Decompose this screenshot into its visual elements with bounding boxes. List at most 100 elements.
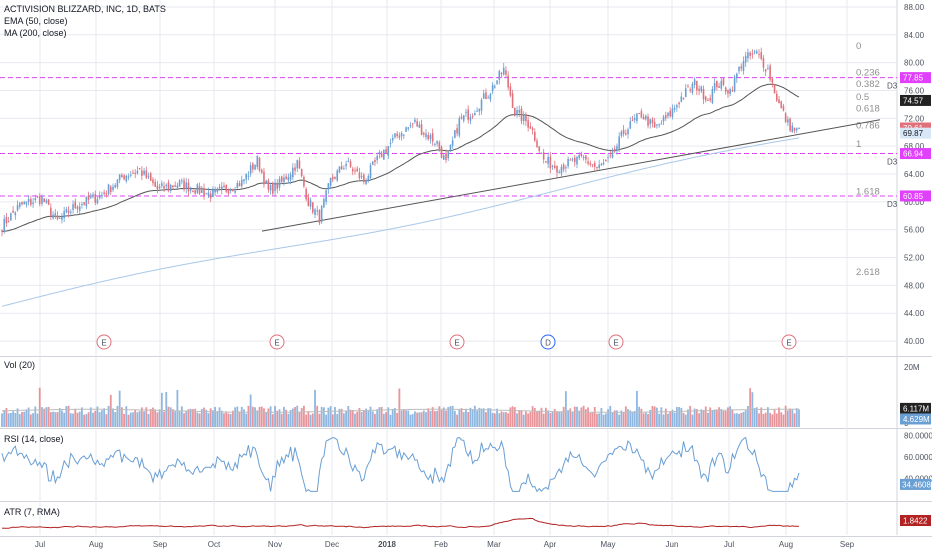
candle-body-339	[753, 51, 756, 53]
volume-bar-341	[758, 413, 760, 427]
candle-body-324	[720, 80, 723, 89]
volume-bar-348	[773, 409, 776, 427]
candle-body-283	[629, 121, 632, 129]
volume-bar-151	[336, 414, 339, 427]
candle-body-170	[378, 151, 381, 155]
volume-tick-0: 20M	[904, 363, 920, 372]
volume-bar-238	[529, 411, 532, 427]
volume-bar-354	[786, 410, 789, 427]
volume-bar-302	[671, 409, 674, 427]
time-tick-0: Jul	[35, 540, 45, 549]
candle-body-89	[198, 186, 201, 194]
candle-body-242	[538, 146, 541, 152]
volume-bar-315	[700, 409, 703, 427]
volume-bar-128	[285, 409, 288, 427]
volume-bar-251	[558, 411, 561, 427]
event-marker-5	[781, 334, 797, 350]
candle-body-123	[274, 182, 276, 192]
volume-bar-145	[323, 407, 325, 427]
volume-bar-283	[629, 410, 632, 427]
candle-body-174	[387, 146, 390, 156]
volume-bar-262	[582, 405, 585, 427]
candle-body-239	[531, 128, 534, 130]
volume-bar-347	[771, 414, 774, 427]
candle-body-167	[371, 161, 374, 165]
candle-body-308	[684, 88, 687, 98]
level-suffix-2: D3	[887, 200, 898, 209]
candle-body-23	[52, 214, 54, 219]
candle-body-106	[236, 182, 239, 189]
candle-body-186	[414, 119, 416, 123]
candle-body-290	[645, 115, 647, 120]
volume-bar-53	[118, 390, 121, 427]
candle-body-266	[591, 164, 594, 166]
volume-bar-24	[54, 412, 57, 427]
event-marker-2	[449, 334, 465, 350]
candle-body-54	[121, 175, 123, 178]
candle-body-299	[664, 115, 667, 119]
candle-body-234	[520, 108, 523, 122]
candle-body-309	[687, 86, 689, 88]
event-marker-label-3: D	[545, 339, 551, 348]
volume-bar-344	[764, 412, 767, 427]
price-tick-11: 44.00	[904, 309, 925, 318]
volume-bar-241	[536, 411, 538, 427]
volume-bar-136	[303, 405, 305, 427]
candle-body-1	[3, 218, 6, 232]
volume-bar-109	[243, 409, 245, 427]
level-tag-2: 66.94	[903, 150, 924, 159]
volume-bar-327	[727, 407, 729, 427]
candle-body-278	[618, 136, 620, 149]
candle-body-287	[638, 113, 640, 115]
volume-bar-198	[440, 409, 443, 427]
volume-legend: Vol (20)	[4, 360, 35, 370]
candle-body-213	[474, 113, 476, 115]
volume-bar-12	[27, 407, 30, 427]
candle-body-128	[285, 176, 287, 180]
volume-bar-278	[618, 414, 621, 427]
volume-bar-26	[58, 408, 61, 427]
volume-bar-260	[578, 410, 581, 427]
volume-bar-3	[7, 413, 10, 427]
volume-last-tag: 6.117M	[903, 404, 929, 413]
volume-bar-184	[409, 414, 412, 427]
volume-bar-163	[362, 410, 365, 427]
volume-bar-32	[72, 413, 74, 427]
candle-body-19	[43, 198, 45, 203]
volume-bar-92	[205, 409, 208, 427]
volume-bar-30	[67, 405, 70, 427]
volume-bar-118	[263, 408, 265, 427]
volume-bar-346	[769, 412, 772, 427]
volume-bar-20	[45, 407, 48, 427]
candle-body-12	[27, 199, 30, 202]
volume-bar-27	[61, 410, 63, 427]
volume-bar-85	[189, 408, 192, 427]
candle-body-288	[640, 111, 643, 118]
candle-body-124	[276, 183, 279, 189]
price-axis: 88.00 84.00 80.00 76.00 72.00 68.00 64.00 60.00…	[900, 3, 932, 526]
volume-bar-58	[129, 412, 132, 427]
volume-bar-56	[125, 406, 128, 427]
price-tick-4: 72.00	[904, 114, 925, 123]
volume-bar-90	[200, 408, 203, 427]
candle-body-244	[542, 152, 545, 160]
volume-bar-86	[192, 409, 194, 427]
price-tick-3: 76.00	[904, 86, 925, 95]
candle-body-57	[127, 176, 130, 178]
volume-bar-333	[740, 412, 743, 427]
candle-body-346	[769, 65, 771, 80]
candle-body-70	[156, 185, 159, 190]
candle-body-354	[787, 119, 789, 123]
candle-body-169	[376, 155, 378, 161]
candle-body-275	[611, 150, 614, 158]
volume-bar-319	[709, 407, 712, 427]
volume-bar-65	[145, 407, 148, 427]
candle-body-302	[671, 108, 674, 118]
volume-bar-8	[18, 414, 21, 427]
volume-bar-70	[156, 412, 159, 427]
volume-bar-181	[402, 409, 405, 427]
candle-body-144	[320, 206, 323, 222]
volume-bar-297	[660, 407, 663, 427]
fib-label-1: 0.236	[856, 67, 880, 78]
